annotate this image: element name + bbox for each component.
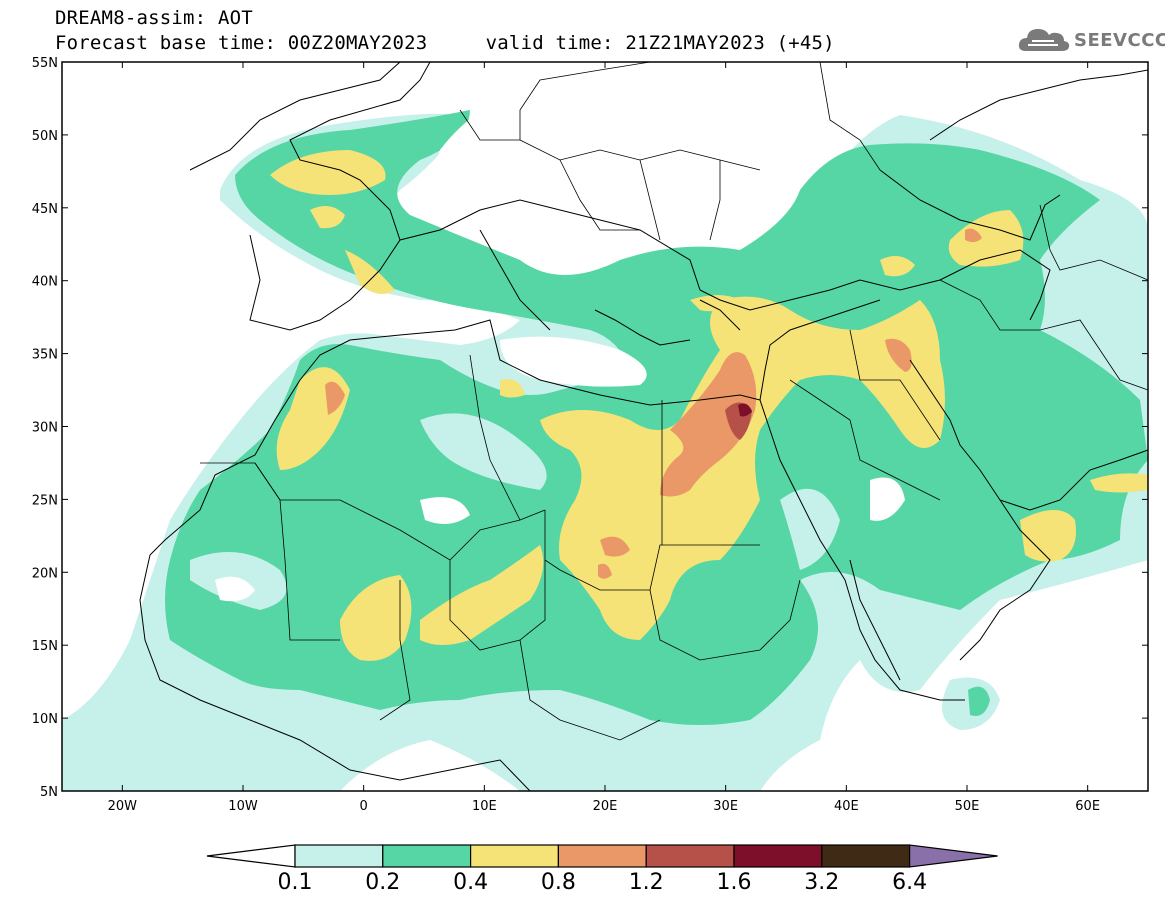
colorbar-bin bbox=[645, 844, 735, 868]
colorbar: 0.1 0.2 0.4 0.8 1.2 1.6 3.2 6.4 bbox=[206, 844, 998, 895]
colorbar-label: 0.1 bbox=[278, 870, 313, 895]
lat-tick-label: 5N bbox=[40, 785, 58, 800]
valid-time: valid time: 21Z21MAY2023 (+45) bbox=[485, 32, 835, 54]
coastlines bbox=[139, 62, 1148, 791]
base-time: Forecast base time: 00Z20MAY2023 bbox=[55, 32, 428, 54]
lon-tick-label: 30E bbox=[713, 799, 738, 814]
lon-tick-label: 40E bbox=[834, 799, 859, 814]
borders bbox=[200, 62, 1148, 741]
longitude-axis: 20W 10W 0 10E 20E 30E 40E 50E 60E bbox=[108, 62, 1100, 814]
aot-clear-areas bbox=[215, 66, 905, 602]
colorbar-label: 0.4 bbox=[453, 870, 488, 895]
colorbar-bin bbox=[557, 844, 647, 868]
colorbar-label: 6.4 bbox=[892, 870, 927, 895]
colorbar-over-arrow bbox=[908, 844, 998, 868]
latitude-axis: 55N 50N 45N 40N 35N 30N 25N 20N 15N 10N 5N bbox=[32, 56, 1148, 800]
lon-tick-label: 0 bbox=[360, 799, 368, 814]
colorbar-bin bbox=[294, 844, 384, 868]
colorbar-label: 0.2 bbox=[365, 870, 400, 895]
lat-tick-label: 45N bbox=[32, 202, 58, 217]
lat-tick-label: 50N bbox=[32, 129, 58, 144]
colorbar-bin bbox=[733, 844, 823, 868]
logo-text: SEEVCCC bbox=[1074, 29, 1165, 51]
lat-tick-label: 30N bbox=[32, 421, 58, 436]
seevccc-logo: SEEVCCC bbox=[1018, 24, 1165, 56]
aot-level-0.8 bbox=[325, 228, 982, 579]
lat-tick-label: 35N bbox=[32, 348, 58, 363]
lon-tick-label: 10W bbox=[228, 799, 258, 814]
lon-tick-label: 20E bbox=[593, 799, 618, 814]
lat-tick-label: 25N bbox=[32, 493, 58, 508]
model-title: DREAM8-assim: AOT bbox=[55, 7, 253, 29]
aot-field bbox=[62, 62, 1148, 791]
colorbar-bin bbox=[382, 844, 472, 868]
colorbar-bin bbox=[470, 844, 560, 868]
colorbar-label: 1.6 bbox=[717, 870, 752, 895]
lat-tick-label: 15N bbox=[32, 639, 58, 654]
cloud-icon bbox=[1018, 29, 1070, 51]
lon-tick-label: 20W bbox=[108, 799, 138, 814]
colorbar-label: 1.2 bbox=[629, 870, 664, 895]
colorbar-label: 0.8 bbox=[541, 870, 576, 895]
aot-level-0.4 bbox=[270, 150, 1148, 661]
time-info: Forecast base time: 00Z20MAY2023 valid t… bbox=[55, 32, 835, 54]
lat-tick-label: 10N bbox=[32, 712, 58, 727]
lat-tick-label: 55N bbox=[32, 56, 58, 71]
colorbar-under-arrow bbox=[206, 844, 296, 868]
colorbar-label: 3.2 bbox=[804, 870, 839, 895]
lat-tick-label: 40N bbox=[32, 275, 58, 290]
lon-tick-label: 60E bbox=[1075, 799, 1100, 814]
lon-tick-label: 50E bbox=[955, 799, 980, 814]
aot-level-1.6 bbox=[738, 403, 752, 417]
colorbar-bin bbox=[821, 844, 911, 868]
lat-tick-label: 20N bbox=[32, 566, 58, 581]
lon-tick-label: 10E bbox=[472, 799, 497, 814]
